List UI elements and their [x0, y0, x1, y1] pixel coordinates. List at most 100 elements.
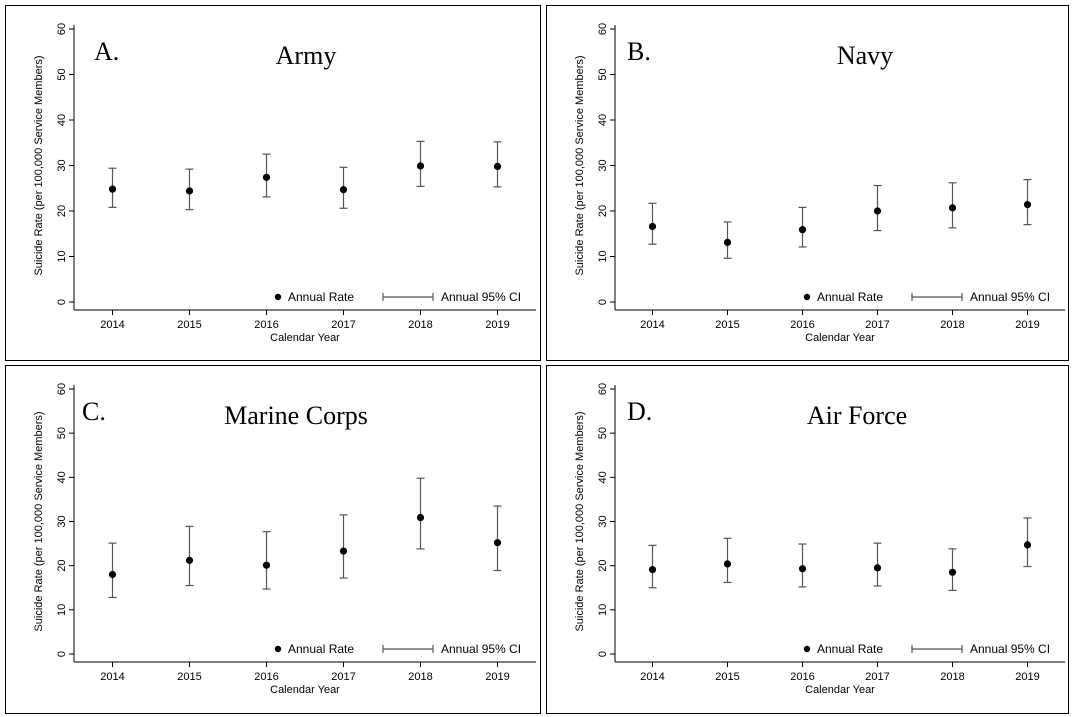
- data-point: [948, 568, 957, 576]
- x-tick-label: 2017: [331, 319, 355, 331]
- y-tick-label: 30: [56, 159, 68, 171]
- data-point: [1023, 201, 1032, 209]
- y-tick-label: 50: [56, 68, 68, 80]
- y-tick-label: 10: [597, 250, 609, 262]
- data-point: [493, 162, 502, 171]
- x-tick-label: 2014: [640, 319, 664, 331]
- chart-marine-corps: 0 10 20 30 40 50 60 2014 2015 2016 2017 2018 2019 Cal…: [33, 383, 536, 696]
- legend-point-label: Annual Rate: [817, 290, 883, 304]
- panel-title: Air Force: [807, 401, 907, 430]
- legend-ci-label: Annual 95% CI: [970, 290, 1050, 304]
- data-point: [723, 560, 732, 568]
- y-tick-label: 10: [56, 250, 68, 262]
- data-point: [339, 547, 348, 555]
- legend-ci-label: Annual 95% CI: [441, 290, 521, 304]
- panel-title: Army: [276, 41, 337, 70]
- y-axis-title: Suicide Rate (per 100,000 Service Member…: [574, 55, 586, 275]
- y-tick-label: 0: [597, 651, 609, 657]
- data-point: [185, 556, 194, 564]
- x-tick-label: 2014: [100, 319, 124, 331]
- y-tick-label: 0: [597, 299, 609, 305]
- x-tick-label: 2018: [940, 671, 964, 683]
- data-point: [262, 173, 271, 181]
- x-axis-title: Calendar Year: [270, 684, 340, 696]
- chart-army: 0 10 20 30 40 50 60 2014 2015 2016 2017 2018 2019 Cal…: [33, 23, 536, 344]
- x-tick-label: 2018: [408, 319, 432, 331]
- panel-marine-corps: 0 10 20 30 40 50 60 2014 2015 2016 2017 2018 2019 Cal…: [5, 365, 541, 714]
- x-tick-label: 2016: [254, 319, 278, 331]
- data-point: [648, 566, 657, 574]
- y-tick-label: 50: [597, 68, 609, 80]
- legend-point-marker: [803, 645, 811, 653]
- y-tick-label: 30: [56, 515, 68, 527]
- legend-point-label: Annual Rate: [817, 642, 883, 656]
- data-point: [948, 204, 957, 212]
- panel-letter: C.: [82, 397, 106, 426]
- data-point: [723, 238, 732, 246]
- legend-point-marker: [274, 645, 282, 653]
- y-tick-label: 60: [597, 383, 609, 395]
- x-tick-label: 2018: [940, 319, 964, 331]
- y-tick-label: 60: [56, 23, 68, 35]
- panel-letter: B.: [627, 37, 651, 66]
- y-tick-label: 40: [597, 114, 609, 126]
- data-point: [416, 513, 425, 522]
- x-tick-label: 2015: [715, 671, 739, 683]
- x-tick-label: 2015: [177, 319, 201, 331]
- data-point: [873, 564, 882, 572]
- data-point: [648, 222, 657, 231]
- panel-army: 0 10 20 30 40 50 60 2014 2015 2016 2017 2018 2019 Cal…: [5, 5, 541, 361]
- y-tick-label: 60: [56, 383, 68, 395]
- x-tick-label: 2015: [715, 319, 739, 331]
- x-tick-label: 2018: [408, 671, 432, 683]
- x-axis-title: Calendar Year: [805, 332, 875, 344]
- y-axis-title: Suicide Rate (per 100,000 Service Member…: [33, 55, 45, 275]
- x-axis-title: Calendar Year: [270, 332, 340, 344]
- legend-point-label: Annual Rate: [288, 290, 354, 304]
- data-point: [185, 187, 194, 195]
- chart-air-force: 0 10 20 30 40 50 60 2014 2015 2016 2017 2018 2019 Cal…: [574, 383, 1065, 696]
- data-point: [493, 539, 502, 547]
- x-tick-label: 2016: [254, 671, 278, 683]
- x-tick-label: 2016: [790, 319, 814, 331]
- chart-navy: 0 10 20 30 40 50 60 2014 2015 2016 2017 2018 2019 Cal…: [574, 23, 1065, 344]
- y-tick-label: 30: [597, 515, 609, 527]
- y-tick-label: 20: [597, 205, 609, 217]
- y-axis-title: Suicide Rate (per 100,000 Service Member…: [574, 411, 586, 631]
- x-tick-label: 2014: [640, 671, 664, 683]
- y-tick-label: 20: [56, 205, 68, 217]
- x-tick-label: 2017: [865, 319, 889, 331]
- panel-navy: 0 10 20 30 40 50 60 2014 2015 2016 2017 2018 2019 Cal…: [546, 5, 1069, 361]
- y-axis-title: Suicide Rate (per 100,000 Service Member…: [33, 411, 45, 631]
- y-tick-label: 30: [597, 159, 609, 171]
- y-tick-label: 0: [56, 651, 68, 657]
- x-tick-label: 2019: [1015, 671, 1039, 683]
- data-point: [798, 565, 807, 573]
- panel-letter: D.: [627, 397, 652, 426]
- panel-title: Navy: [837, 41, 893, 70]
- data-point: [108, 570, 117, 579]
- legend-point-label: Annual Rate: [288, 642, 354, 656]
- legend-point-marker: [803, 293, 811, 301]
- y-tick-label: 50: [56, 427, 68, 439]
- y-tick-label: 40: [56, 114, 68, 126]
- data-point: [416, 162, 425, 170]
- data-point: [108, 185, 117, 193]
- y-tick-label: 0: [56, 299, 68, 305]
- legend-ci-label: Annual 95% CI: [970, 642, 1050, 656]
- legend-point-marker: [274, 293, 282, 301]
- x-tick-label: 2019: [485, 319, 509, 331]
- x-axis-title: Calendar Year: [805, 684, 875, 696]
- panel-title: Marine Corps: [224, 401, 368, 430]
- y-tick-label: 60: [597, 23, 609, 35]
- data-point: [262, 561, 271, 569]
- data-point: [873, 207, 882, 215]
- y-tick-label: 20: [597, 560, 609, 572]
- x-tick-label: 2014: [100, 671, 124, 683]
- y-tick-label: 10: [597, 604, 609, 616]
- panel-letter: A.: [94, 37, 119, 66]
- y-tick-label: 40: [597, 471, 609, 483]
- y-tick-label: 40: [56, 471, 68, 483]
- x-tick-label: 2015: [177, 671, 201, 683]
- y-tick-label: 10: [56, 604, 68, 616]
